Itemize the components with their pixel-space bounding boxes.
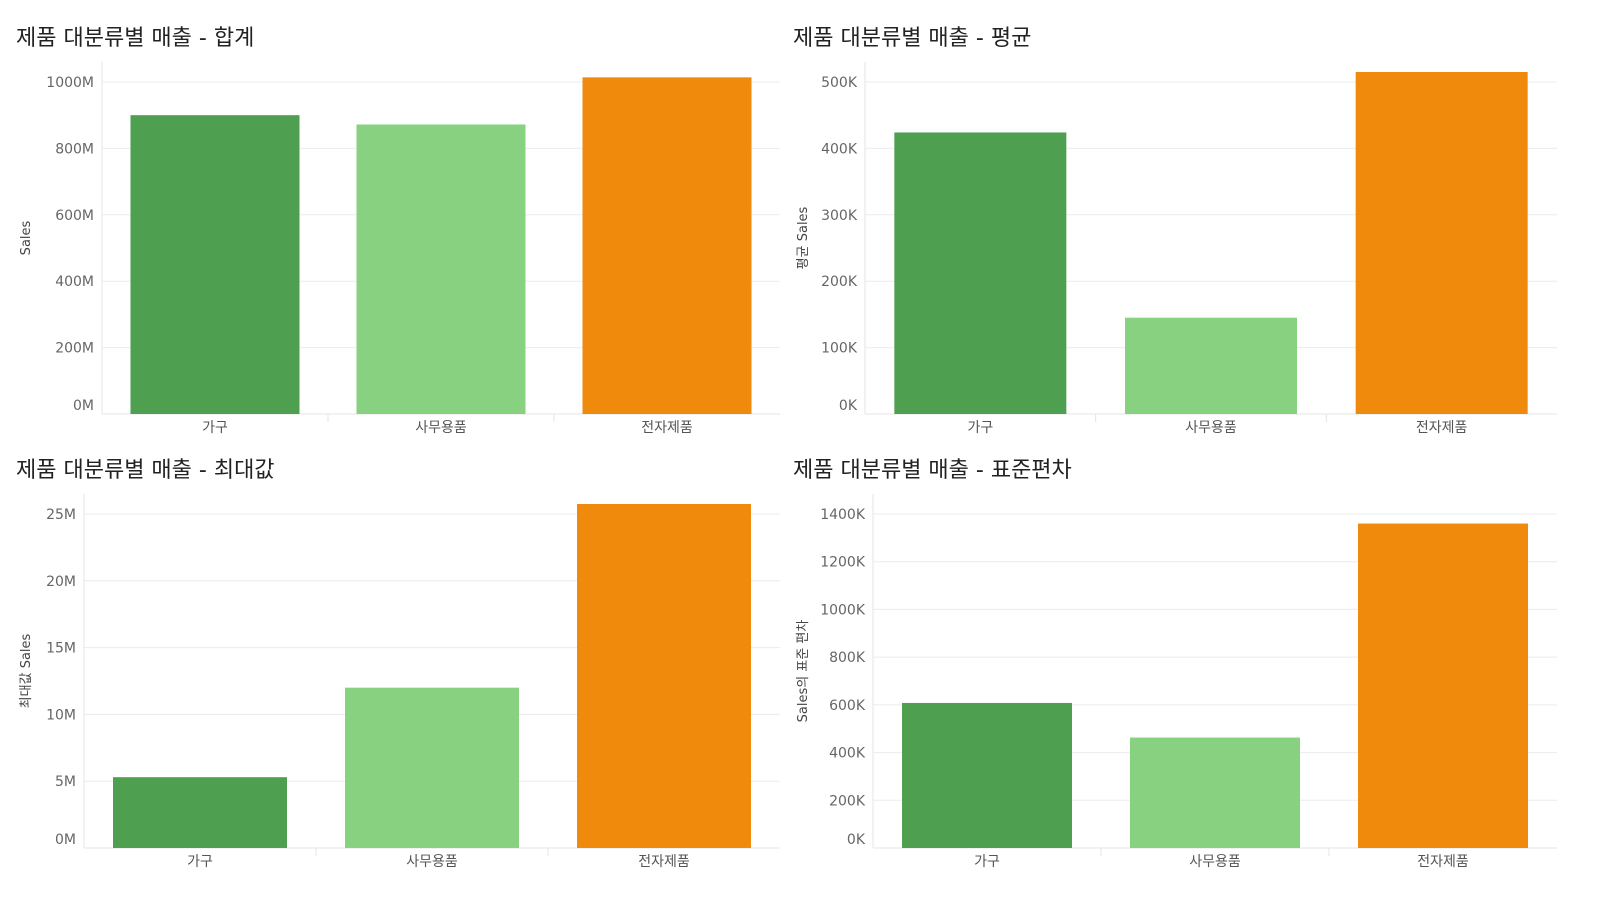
y-tick-label: 0K [847, 832, 866, 848]
y-tick-label: 1200K [820, 555, 866, 571]
chart-panel-average: 제품 대분류별 매출 - 평균 0K 100K 200K 300K 400K 500K 평균… [777, 0, 1567, 440]
y-tick-label: 400M [55, 274, 94, 290]
bar-technology[interactable] [582, 77, 752, 415]
y-tick-label: 1000M [46, 75, 94, 91]
y-tick-label: 0K [839, 398, 858, 414]
bar-chart-stddev: 0K 200K 400K 600K 800K 1000K 1200K 1400K Sales의 … [796, 494, 1557, 870]
bar-office-supplies[interactable] [1130, 737, 1300, 848]
bar-technology[interactable] [1355, 72, 1528, 414]
bar-office-supplies[interactable] [1125, 317, 1297, 414]
y-tick-label: 10M [46, 707, 76, 723]
y-tick-label: 20M [46, 574, 76, 590]
bar-chart-max: 0M 5M 10M 15M 20M 25M 최대값 Sales 가구 사무용품 전자제품 [19, 494, 780, 870]
y-axis-label: Sales의 표준 편차 [796, 620, 811, 723]
y-tick-label: 15M [46, 641, 76, 657]
y-tick-label: 800K [829, 650, 866, 666]
y-tick-label: 25M [46, 507, 76, 523]
bar-chart-sum: 0M 200M 400M 600M 800M 1000M Sales 가구 사무용품 전자제품 [19, 62, 780, 436]
y-tick-label: 1000K [820, 602, 866, 618]
x-tick-label-furniture: 가구 [202, 420, 228, 436]
chart-panel-sum: 제품 대분류별 매출 - 합계 0M 200M 400M 600M 800M 1000M S… [0, 0, 790, 440]
y-tick-label: 100K [821, 341, 858, 357]
y-tick-label: 1400K [820, 507, 866, 523]
y-axis-label: Sales [19, 220, 34, 255]
x-tick-label-furniture: 가구 [967, 420, 993, 436]
y-axis-label: 평균 Sales [796, 206, 811, 269]
bar-furniture[interactable] [902, 702, 1072, 848]
bar-furniture[interactable] [130, 115, 300, 414]
x-tick-label-technology: 전자제품 [638, 854, 690, 870]
bar-office-supplies[interactable] [356, 124, 526, 414]
bar-furniture[interactable] [113, 777, 287, 848]
y-tick-label: 0M [55, 832, 76, 848]
chart-panel-stddev: 제품 대분류별 매출 - 표준편차 0K 200K 400K 600K 800K 1000… [777, 440, 1567, 900]
y-tick-label: 400K [829, 746, 866, 762]
y-tick-label: 500K [821, 75, 858, 91]
y-tick-label: 600K [829, 698, 866, 714]
y-tick-label: 5M [55, 774, 76, 790]
bar-technology[interactable] [1358, 523, 1528, 848]
y-tick-label: 0M [73, 398, 94, 414]
x-tick-label-technology: 전자제품 [1417, 854, 1469, 870]
y-tick-label: 200K [829, 793, 866, 809]
chart-title-sum: 제품 대분류별 매출 - 합계 [16, 26, 255, 51]
x-tick-label-office-supplies: 사무용품 [415, 420, 467, 436]
y-tick-label: 800M [55, 141, 94, 157]
y-tick-label: 300K [821, 208, 858, 224]
y-axis-label: 최대값 Sales [19, 633, 34, 708]
chart-title-max: 제품 대분류별 매출 - 최대값 [16, 458, 275, 483]
x-tick-label-office-supplies: 사무용품 [1185, 420, 1237, 436]
x-tick-label-furniture: 가구 [974, 854, 1000, 870]
bar-technology[interactable] [577, 504, 751, 848]
bar-office-supplies[interactable] [345, 687, 519, 848]
chart-title-stddev: 제품 대분류별 매출 - 표준편차 [793, 458, 1072, 483]
y-tick-label: 400K [821, 141, 858, 157]
bar-chart-average: 0K 100K 200K 300K 400K 500K 평균 Sales 가구 사무용품 전자제품 [796, 62, 1557, 436]
x-tick-label-office-supplies: 사무용품 [1189, 854, 1241, 870]
x-tick-label-technology: 전자제품 [641, 420, 693, 436]
y-tick-label: 200M [55, 341, 94, 357]
y-tick-label: 600M [55, 208, 94, 224]
x-tick-label-technology: 전자제품 [1416, 420, 1468, 436]
x-tick-label-office-supplies: 사무용품 [406, 854, 458, 870]
x-tick-label-furniture: 가구 [187, 854, 213, 870]
chart-title-average: 제품 대분류별 매출 - 평균 [793, 26, 1032, 51]
bar-furniture[interactable] [894, 132, 1067, 415]
y-tick-label: 200K [821, 274, 858, 290]
chart-panel-max: 제품 대분류별 매출 - 최대값 0M 5M 10M 15M 20M 25M 최대값 Sal… [0, 440, 790, 900]
